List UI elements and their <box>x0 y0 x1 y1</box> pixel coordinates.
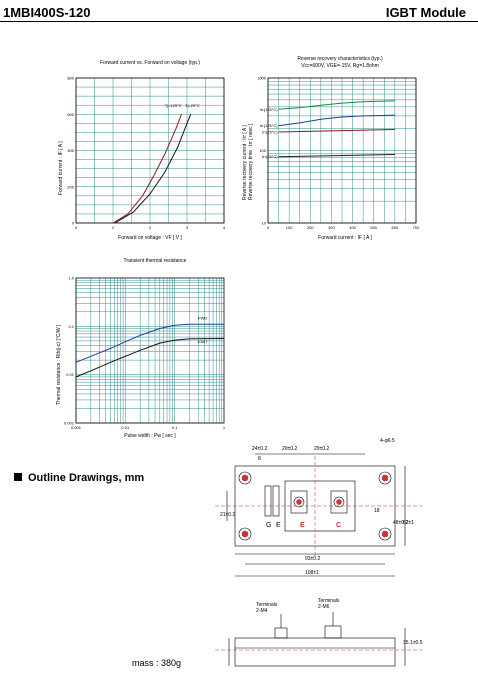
x-tick-label: 0.001 <box>71 425 82 430</box>
chart-reverse-recovery: 0 100 200 300 400 500 600 700 10 100 1000 Irr(125°C… <box>257 76 420 231</box>
side-body <box>234 637 396 667</box>
mount-hole-icon <box>238 471 252 485</box>
dim-21: 21±0.2 <box>220 512 236 518</box>
terminals-m6: Terminals 2-M6 <box>318 598 340 610</box>
x-tick-label: 600 <box>392 225 399 230</box>
y-tick-label: 10 <box>262 221 267 226</box>
x-tick-label: 2 <box>149 225 152 230</box>
plot-frame <box>75 277 225 424</box>
part-number: 1MBI400S-120 <box>3 5 91 20</box>
x-tick-label: 300 <box>328 225 335 230</box>
series-label: Irr(25°C) <box>262 129 278 134</box>
chart3-ylabel: Thermal resistance : Rth(j-c) [°C/W ] <box>56 324 62 405</box>
y-tick-label: 0.1 <box>68 324 74 329</box>
plot-frame <box>267 77 417 224</box>
outline-heading: Outline Drawings, mm <box>14 472 144 484</box>
x-tick-label: 0.1 <box>172 425 178 430</box>
y-tick-label: 0.001 <box>64 421 75 426</box>
dim-hole: 4-φ6.5 <box>380 438 395 444</box>
chart2-xlabel: Forward current : IF [ A ] <box>318 235 372 241</box>
terminals-m4: Terminals 2-M4 <box>256 602 278 614</box>
x-tick-label: 3 <box>186 225 189 230</box>
y-tick-label: 600 <box>67 112 74 117</box>
series-line <box>278 154 395 158</box>
x-tick-label: 0.01 <box>121 425 130 430</box>
outline-drawing-top <box>215 453 425 577</box>
series-line <box>278 100 395 110</box>
y-tick-label: 200 <box>67 184 74 189</box>
chart3-xlabel: Pulse width : Pw [ sec ] <box>124 433 176 439</box>
dim-108: 108±1 <box>305 570 319 576</box>
chart2-ylabel: Reverse recovery current : Irr [ A ] Rev… <box>242 123 254 200</box>
grid-lines <box>75 77 225 224</box>
outline-heading-text: Outline Drawings, mm <box>28 472 145 484</box>
series-line <box>112 114 182 224</box>
terminal-label-e2: E <box>276 522 281 529</box>
series-line <box>75 323 224 363</box>
grid-lines <box>267 78 417 224</box>
dim-29: 29±0.2 <box>314 446 330 452</box>
x-tick-label: 4 <box>223 225 226 230</box>
series-label: trr(25°C) <box>262 154 278 159</box>
module-type: IGBT Module <box>385 5 466 20</box>
chart-thermal-resistance: 0.001 0.01 0.1 1 0.001 0.01 0.1 1.0 FWD IGBT <box>64 276 226 431</box>
mount-hole-icon <box>238 527 252 541</box>
y-tick-label: 0 <box>72 221 75 226</box>
chart1-ylabel: Forward current : IF [ A ] <box>58 141 64 195</box>
terminal-label-c: C <box>336 522 342 529</box>
x-tick-label: 0 <box>267 225 270 230</box>
series-label: trr(125°C) <box>260 123 278 128</box>
series-label: IGBT <box>198 339 208 344</box>
mount-hole-icon <box>378 471 392 485</box>
mass-label: mass : 380g <box>132 658 182 668</box>
x-tick-label: 1 <box>112 225 115 230</box>
x-tick-label: 0 <box>75 225 78 230</box>
x-tick-label: 700 <box>413 225 420 230</box>
x-tick-label: 200 <box>307 225 314 230</box>
series-label: Tj=125°C <box>165 103 182 108</box>
dim-62: 62±1 <box>403 520 415 526</box>
series-label: Irr(125°C) <box>260 107 278 112</box>
grid-lines <box>75 278 224 424</box>
x-tick-label: 500 <box>370 225 377 230</box>
x-tick-label: 100 <box>286 225 293 230</box>
dim-8: 8 <box>258 456 261 462</box>
series-line <box>278 114 395 127</box>
x-tick-label: 400 <box>349 225 356 230</box>
header-rule <box>0 21 478 22</box>
series-label: Tj=25°C <box>185 103 200 108</box>
chart1-xlabel: Forward on voltage : VF [ V ] <box>118 235 182 241</box>
terminal-label-g: G <box>266 522 272 529</box>
plot-frame <box>75 77 225 224</box>
y-tick-label: 400 <box>67 148 74 153</box>
series-line <box>278 129 395 133</box>
terminal-label-e1: E <box>300 522 305 529</box>
series-line <box>114 114 192 224</box>
chart-forward-current: 0 1 2 3 4 0 200 400 600 800 Tj=125°C Tj=25°C <box>67 76 226 231</box>
dim-18: 18 <box>374 508 380 514</box>
y-tick-label: 1.0 <box>68 276 74 281</box>
y-tick-label: 0.01 <box>66 372 75 377</box>
dim-93: 93±0.2 <box>305 556 321 562</box>
outline-drawing-side <box>215 612 425 667</box>
dim-24: 24±0.2 <box>252 446 268 452</box>
x-tick-label: 1 <box>223 425 226 430</box>
bullet-square-icon <box>14 473 22 481</box>
series-label: FWD <box>198 315 207 320</box>
chart3-title: Transient thermal resistance <box>123 258 187 264</box>
chart2-subtitle: Vcc=600V, VGE=-15V, Rg=1.8ohm <box>301 63 379 69</box>
series-line <box>75 338 225 378</box>
dim-48: 48±0.2 <box>393 520 409 526</box>
y-tick-label: 1000 <box>257 76 267 81</box>
mount-hole-icon <box>378 527 392 541</box>
chart1-title: Forward current vs. Forward on voltage (… <box>99 60 201 66</box>
y-tick-label: 100 <box>259 148 266 153</box>
y-tick-label: 800 <box>67 76 74 81</box>
dim-35: 35.1±0.5 <box>403 640 423 646</box>
chart2-title: Reverse recovery characteristics (typ.) <box>297 56 383 62</box>
dim-20: 20±0.2 <box>282 446 298 452</box>
